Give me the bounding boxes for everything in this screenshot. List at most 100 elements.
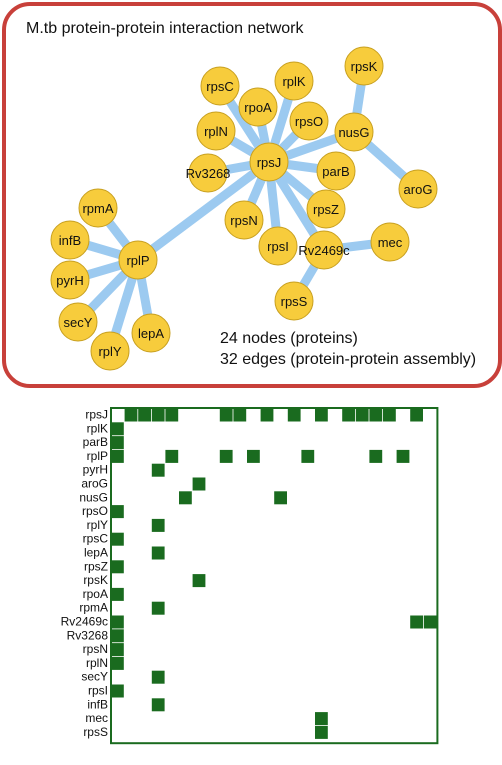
matrix-cell (111, 505, 124, 519)
matrix-cell (111, 656, 124, 670)
node-rplY: rplY (90, 331, 130, 371)
matrix-cell (151, 698, 165, 712)
node-rpsC: rpsC (200, 66, 240, 106)
matrix-cell (247, 449, 260, 463)
matrix-cell (111, 449, 124, 463)
node-circle (274, 61, 314, 101)
row-label-Rv2469c: Rv2469c (61, 615, 108, 629)
node-circle (258, 226, 298, 266)
matrix-cell (219, 408, 233, 422)
node-label: mec (378, 235, 403, 250)
matrix-cell (151, 601, 165, 615)
matrix-cell (151, 546, 165, 560)
node-circle (238, 87, 278, 127)
node-circle (200, 66, 240, 106)
matrix-cell (315, 725, 328, 739)
node-mec: mec (370, 222, 410, 262)
row-label-rplN: rplN (86, 656, 108, 670)
matrix-cell (111, 436, 124, 450)
matrix-cell (179, 491, 192, 505)
row-label-mec: mec (85, 711, 108, 725)
node-label: rpmA (82, 201, 113, 216)
node-label: lepA (138, 326, 164, 341)
node-circle (196, 111, 236, 151)
row-label-aroG: aroG (81, 477, 108, 491)
node-label: secY (64, 315, 93, 330)
row-label-rpsJ: rpsJ (85, 408, 108, 422)
node-circle (306, 189, 346, 229)
row-label-Rv3268: Rv3268 (67, 628, 109, 642)
matrix-cell (165, 408, 179, 422)
node-pyrH: pyrH (50, 260, 90, 300)
node-rpoA: rpoA (238, 87, 278, 127)
node-nusG: nusG (334, 112, 374, 152)
node-label: aroG (404, 182, 433, 197)
node-secY: secY (58, 302, 98, 342)
node-label: rpsZ (313, 202, 339, 217)
node-circle (344, 46, 384, 86)
row-label-rpsI: rpsI (88, 684, 108, 698)
network-panel: rpsK rpsC rplK rpoA nusG rpsO rplN rpsJ Rv3268 pa… (2, 2, 502, 388)
node-rplP: rplP (118, 240, 158, 280)
node-label: parB (322, 164, 349, 179)
network-graph: rpsK rpsC rplK rpoA nusG rpsO rplN rpsJ Rv3268 pa… (50, 46, 438, 371)
row-label-rplP: rplP (87, 449, 108, 463)
node-infB: infB (50, 220, 90, 260)
row-label-lepA: lepA (84, 546, 108, 560)
node-rplN: rplN (196, 111, 236, 151)
row-label-pyrH: pyrH (83, 463, 108, 477)
node-label: rplK (282, 74, 305, 89)
matrix-cells (111, 408, 437, 739)
matrix-cell (355, 408, 369, 422)
matrix-cell (111, 643, 124, 657)
row-label-infB: infB (87, 697, 108, 711)
node-circle (78, 188, 118, 228)
row-label-rpsS: rpsS (83, 725, 108, 739)
node-label: pyrH (56, 273, 83, 288)
node-rplK: rplK (274, 61, 314, 101)
matrix-cell (151, 518, 165, 532)
matrix-cell (165, 449, 179, 463)
matrix-cell (151, 408, 165, 422)
matrix-cell (287, 408, 301, 422)
node-rpsZ: rpsZ (306, 189, 346, 229)
matrix-cell (192, 574, 206, 588)
node-label: rpsJ (257, 155, 282, 170)
matrix-row-labels: rpsJrplKparBrplPpyrHaroGnusGrpsOrplYrpsC… (61, 408, 109, 739)
node-label: rpsN (230, 213, 257, 228)
node-label: infB (59, 233, 81, 248)
node-circle (58, 302, 98, 342)
row-label-rplY: rplY (87, 518, 108, 532)
row-label-parB: parB (83, 435, 108, 449)
node-label: rplN (204, 124, 228, 139)
node-Rv2469c: Rv2469c (298, 230, 350, 270)
node-label: rpoA (244, 100, 272, 115)
node-rpsK: rpsK (344, 46, 384, 86)
row-label-nusG: nusG (79, 490, 108, 504)
node-parB: parB (316, 151, 356, 191)
matrix-cell (301, 449, 315, 463)
node-label: rpsI (267, 239, 289, 254)
matrix-cell (233, 408, 247, 422)
node-aroG: aroG (398, 169, 438, 209)
matrix-cell (369, 449, 383, 463)
matrix-cell (342, 408, 355, 422)
row-label-rpsO: rpsO (82, 504, 108, 518)
node-circle (131, 313, 171, 353)
row-label-rpsK: rpsK (83, 573, 108, 587)
matrix-cell (274, 491, 287, 505)
matrix-cell (383, 408, 396, 422)
matrix-cell (423, 615, 437, 629)
node-circle (224, 200, 264, 240)
matrix-cell (111, 684, 124, 698)
row-label-rpsC: rpsC (83, 532, 109, 546)
adjacency-matrix: rpsJ rplK parB rplP pyrH aroG nusG rpsO rplY rpsC… (0, 400, 502, 765)
matrix-cell (111, 560, 124, 574)
node-circle (289, 101, 329, 141)
matrix-cell (124, 408, 138, 422)
edge-rpsJ-rplP (133, 157, 274, 265)
node-circle (334, 112, 374, 152)
matrix-cell (260, 408, 274, 422)
matrix-cell (396, 449, 410, 463)
node-circle (274, 281, 314, 321)
